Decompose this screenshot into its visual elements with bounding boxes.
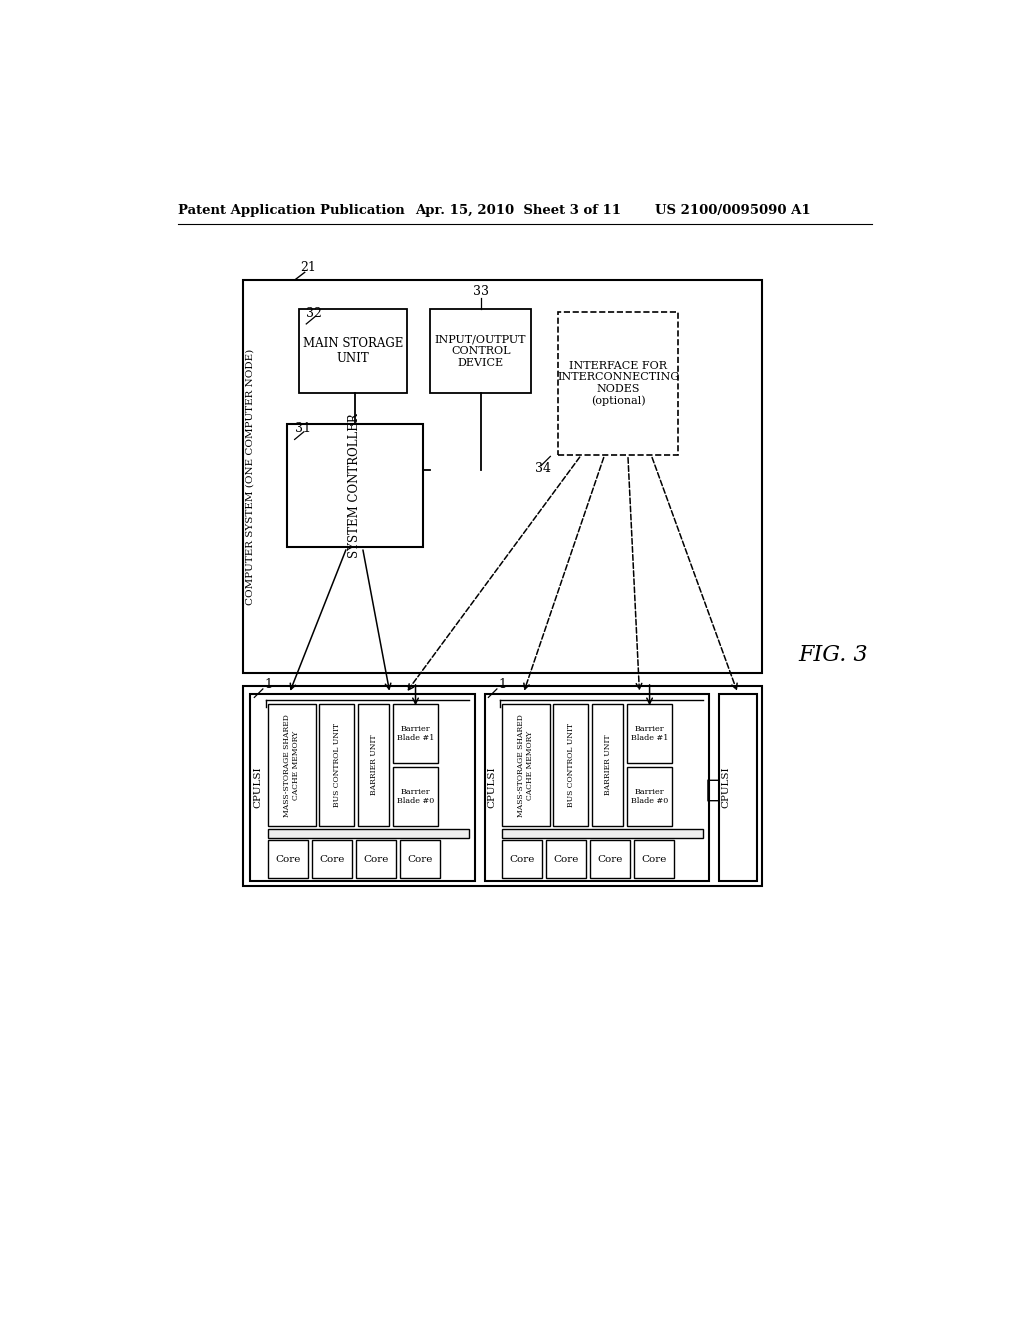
Bar	[400, 840, 440, 878]
Bar	[554, 705, 589, 826]
Bar	[719, 693, 758, 882]
Bar	[592, 705, 624, 826]
Text: Core: Core	[275, 854, 300, 863]
Text: 34: 34	[535, 462, 551, 475]
Text: SYSTEM CONTROLLER: SYSTEM CONTROLLER	[348, 413, 361, 558]
Bar	[267, 840, 308, 878]
Bar	[393, 705, 438, 763]
Bar	[393, 767, 438, 826]
Bar	[484, 693, 710, 882]
Bar	[430, 309, 531, 393]
Bar	[502, 705, 550, 826]
Bar	[311, 840, 352, 878]
Text: 33: 33	[473, 285, 488, 298]
Bar	[356, 840, 396, 878]
Bar	[319, 705, 354, 826]
Text: CPULSI: CPULSI	[253, 767, 262, 808]
Text: BUS CONTROL UNIT: BUS CONTROL UNIT	[333, 723, 341, 808]
Text: Patent Application Publication: Patent Application Publication	[178, 205, 406, 218]
Text: 32: 32	[306, 306, 323, 319]
Bar	[634, 840, 675, 878]
Bar	[558, 313, 678, 455]
Text: INPUT/OUTPUT
CONTROL
DEVICE: INPUT/OUTPUT CONTROL DEVICE	[435, 334, 526, 367]
Text: Core: Core	[408, 854, 433, 863]
Text: FIG. 3: FIG. 3	[799, 644, 868, 667]
Text: CPULSI: CPULSI	[721, 767, 730, 808]
Text: MASS-STORAGE SHARED
CACHE MEMORY: MASS-STORAGE SHARED CACHE MEMORY	[283, 714, 300, 817]
Text: Barrier
Blade #1: Barrier Blade #1	[631, 725, 669, 742]
Text: MASS-STORAGE SHARED
CACHE MEMORY: MASS-STORAGE SHARED CACHE MEMORY	[517, 714, 535, 817]
Text: MAIN STORAGE
UNIT: MAIN STORAGE UNIT	[302, 337, 402, 364]
Text: 1: 1	[264, 677, 272, 690]
Bar	[590, 840, 630, 878]
Text: Core: Core	[553, 854, 579, 863]
Text: Apr. 15, 2010  Sheet 3 of 11: Apr. 15, 2010 Sheet 3 of 11	[415, 205, 621, 218]
Text: Barrier
Blade #1: Barrier Blade #1	[397, 725, 434, 742]
Bar	[627, 767, 672, 826]
Bar	[546, 840, 586, 878]
Text: Core: Core	[642, 854, 667, 863]
Text: BARRIER UNIT: BARRIER UNIT	[604, 735, 611, 796]
Text: Barrier
Blade #0: Barrier Blade #0	[397, 788, 434, 805]
Text: Core: Core	[597, 854, 623, 863]
Text: COMPUTER SYSTEM (ONE COMPUTER NODE): COMPUTER SYSTEM (ONE COMPUTER NODE)	[246, 348, 255, 605]
Text: 21: 21	[300, 261, 316, 275]
Bar	[627, 705, 672, 763]
Text: Core: Core	[364, 854, 389, 863]
Text: INTERFACE FOR
INTERCONNECTING
NODES
(optional): INTERFACE FOR INTERCONNECTING NODES (opt…	[557, 360, 679, 407]
Bar	[267, 829, 469, 838]
Text: 1: 1	[499, 677, 507, 690]
Text: 31: 31	[295, 422, 310, 436]
Text: CPULSI: CPULSI	[487, 767, 496, 808]
Text: Core: Core	[509, 854, 535, 863]
Bar	[243, 686, 762, 886]
Bar	[287, 424, 423, 548]
Text: Core: Core	[319, 854, 344, 863]
Text: ⋯: ⋯	[706, 779, 721, 801]
Text: Barrier
Blade #0: Barrier Blade #0	[631, 788, 669, 805]
Bar	[267, 705, 315, 826]
Text: BARRIER UNIT: BARRIER UNIT	[370, 735, 378, 796]
Bar	[502, 829, 703, 838]
Bar	[243, 280, 762, 673]
Bar	[502, 840, 542, 878]
Bar	[358, 705, 389, 826]
Text: BUS CONTROL UNIT: BUS CONTROL UNIT	[567, 723, 574, 808]
Bar	[251, 693, 475, 882]
Text: US 2100/0095090 A1: US 2100/0095090 A1	[655, 205, 811, 218]
Bar	[299, 309, 407, 393]
